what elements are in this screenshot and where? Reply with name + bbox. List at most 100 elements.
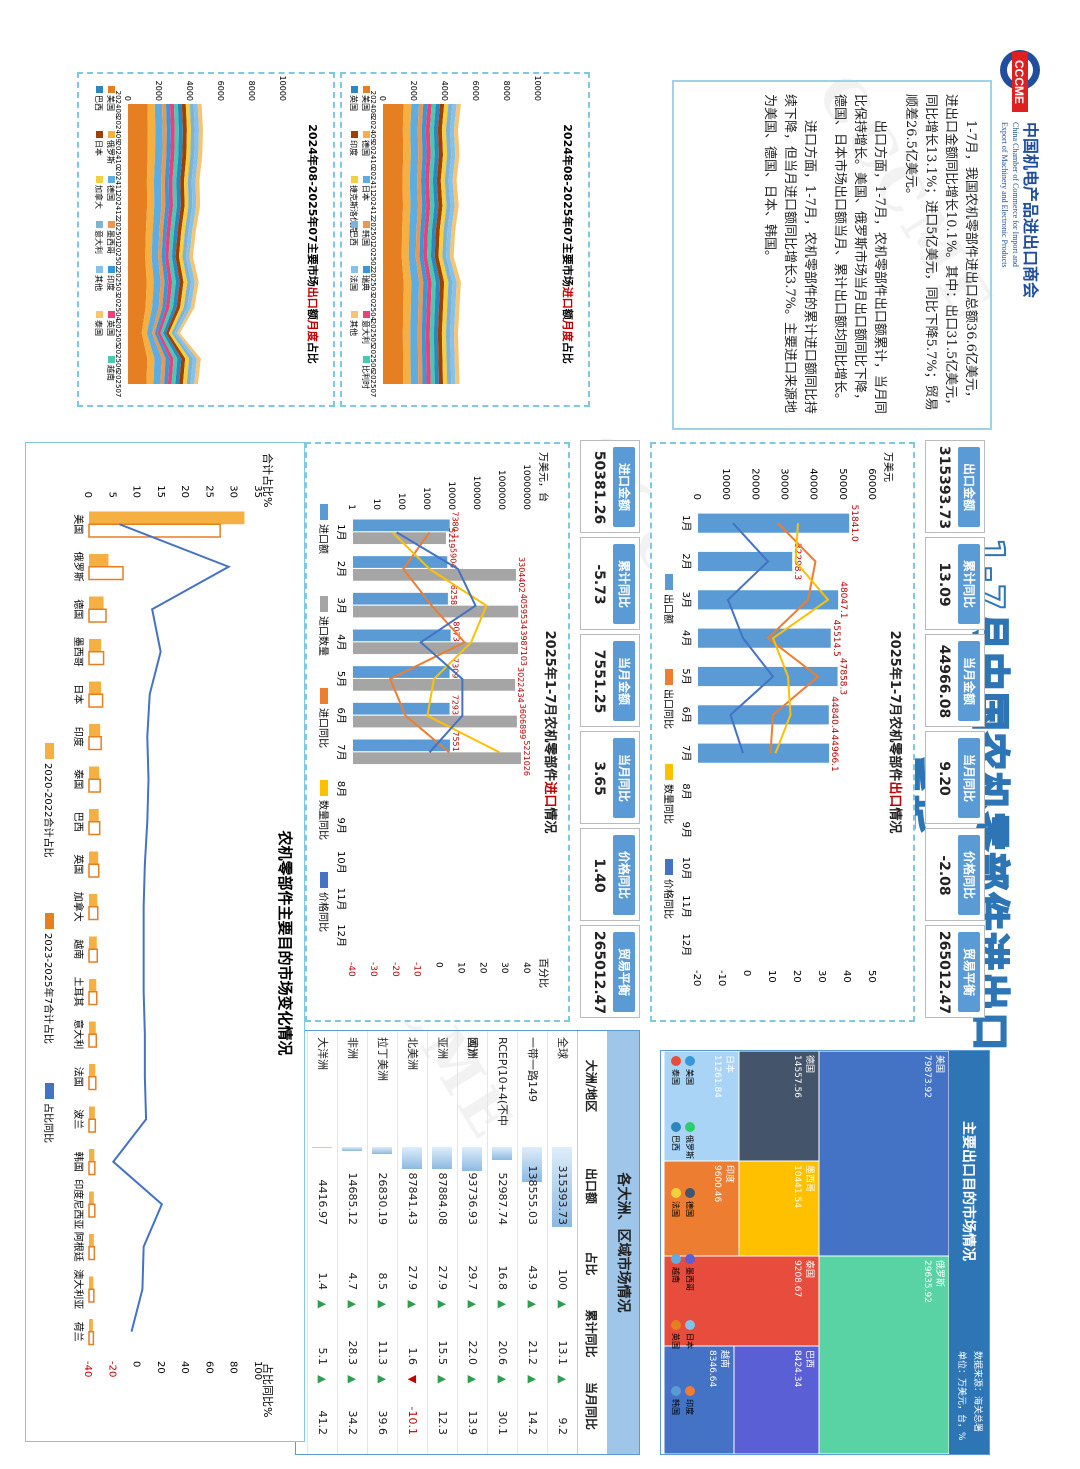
- chart-title: 2025年1-7月农机零部件出口情况: [887, 631, 903, 834]
- bar: [88, 766, 100, 780]
- table-cell: 4416.97: [308, 1141, 337, 1231]
- cell-value: 39.6: [376, 1410, 389, 1436]
- cell-value: 29.7: [466, 1265, 479, 1291]
- table-cell: ▲ 5.1: [308, 1296, 337, 1371]
- column-header: 大洲/地区: [584, 1059, 598, 1113]
- legend-label: 加拿大: [94, 185, 104, 209]
- data-label: 7293.5: [451, 695, 460, 723]
- legend-swatch: [363, 356, 370, 363]
- y-tick: 0: [691, 494, 702, 500]
- right-unit: 百分比: [537, 958, 549, 988]
- kpi-value: 7551.25: [591, 649, 607, 714]
- x-tick: 德国: [72, 599, 85, 619]
- kpi-card: 进口金额 50381.26: [580, 440, 640, 533]
- table-cell: 100: [548, 1231, 577, 1296]
- legend-label: 美国: [685, 1069, 695, 1085]
- series-line: [771, 523, 830, 754]
- legend-label: 英国: [106, 320, 116, 336]
- legend-swatch: [108, 86, 115, 93]
- series-line: [388, 531, 467, 754]
- y-tick: 10: [131, 485, 142, 498]
- y2-tick: 10: [766, 970, 777, 983]
- summary-paragraph: 进口方面，1-7月，农机零部件的累计进口额同比持续下降，但当月进口额同比增长3.…: [761, 94, 818, 414]
- bar: [88, 736, 102, 751]
- treemap-value: 10441.54: [792, 1165, 802, 1208]
- chart-title: 农机零部件主要目的市场变化情况: [276, 829, 294, 1055]
- legend-dot: [685, 1188, 695, 1198]
- summary-paragraph: 出口方面，1-7月，农机零部件出口额累计，当月同比保持增长。美国、俄罗斯市场当月…: [832, 94, 888, 414]
- area-layer: [438, 104, 449, 384]
- treemap-label: 巴西: [804, 1350, 815, 1368]
- treemap-label: 泰国: [804, 1260, 816, 1278]
- y2-tick: 30: [499, 962, 509, 974]
- legend-swatch: [45, 743, 54, 759]
- data-label: 51841.0: [849, 505, 859, 542]
- y-tick: 100: [396, 493, 406, 510]
- cell-value: 欧洲: [466, 1037, 479, 1059]
- bar: [88, 778, 101, 793]
- legend-swatch: [363, 311, 370, 318]
- area-layer: [152, 104, 167, 384]
- kpi-label: 当月同比: [958, 738, 980, 818]
- bar: [88, 596, 104, 610]
- kpi-value: 3.65: [591, 761, 607, 796]
- legend-label: 占比同比: [42, 1103, 55, 1143]
- legend-swatch: [45, 1083, 54, 1099]
- x-tick: 11月: [680, 895, 692, 918]
- area-layer: [160, 104, 179, 384]
- table-cell: ▲ 20.6: [488, 1296, 517, 1371]
- area-layer: [415, 104, 424, 384]
- x-tick: 202504: [114, 294, 122, 321]
- kpi-value: 265012.47: [591, 930, 607, 1015]
- table-row: 一带一路149 138555.03 43.9 ▲ 21.2 ▲ 14.2: [517, 1031, 547, 1454]
- cell-value: 8.5: [376, 1272, 389, 1291]
- series-line: [726, 522, 775, 754]
- kpi-value: 50381.26: [591, 450, 607, 525]
- treemap-label: 德国: [804, 1055, 816, 1073]
- y-tick: 50000: [837, 468, 848, 500]
- x-tick: 8月: [680, 783, 692, 799]
- org-name-en-2: Export of Machinery and Electronic Produ…: [1000, 122, 1009, 268]
- kpi-label: 出口金额: [958, 447, 980, 527]
- x-tick: 波兰: [72, 1109, 85, 1129]
- x-tick: 202411: [114, 167, 122, 194]
- bar: [89, 724, 101, 737]
- x-tick: 202409: [369, 116, 377, 143]
- bar: [88, 809, 99, 822]
- y2-tick: 40: [841, 970, 852, 983]
- cell-value: 21.2: [526, 1340, 539, 1366]
- cell-value: 27.9: [436, 1265, 449, 1291]
- kpi-label: 当月金额: [958, 641, 980, 721]
- legend-swatch: [363, 221, 370, 228]
- cell-value: 11.3: [376, 1340, 389, 1366]
- legend-label: 意大利: [94, 230, 104, 254]
- kpi-label: 价格同比: [958, 835, 980, 915]
- legend-swatch: [363, 131, 370, 138]
- legend-swatch: [108, 311, 115, 318]
- table-cell: ▲ 30.1: [488, 1371, 517, 1441]
- bar: [88, 1076, 97, 1091]
- treemap-value: 29635.92: [922, 1260, 932, 1303]
- legend-swatch: [96, 86, 103, 93]
- table-cell: ▲ 28.3: [338, 1296, 367, 1371]
- summary-paragraph: 1-7月，我国农机零部件进出口总额36.6亿美元，进出口金额同比增长10.1%。…: [902, 94, 978, 412]
- y-tick: 30: [228, 485, 239, 498]
- legend-label: 巴西: [349, 230, 358, 246]
- data-label: 8073.5: [452, 621, 461, 649]
- legend-label: 英国: [349, 95, 359, 111]
- table-row: 全球 315393.73 100 ▲ 13.1 ▲ 9.2: [547, 1031, 577, 1454]
- kpi-card: 价格同比 1.40: [580, 828, 640, 921]
- y2-tick: 20: [155, 1361, 166, 1374]
- table-cell: 非洲: [338, 1031, 367, 1141]
- legend-dot: [671, 1122, 681, 1132]
- legend-label: 德国: [106, 185, 116, 201]
- area-layer: [157, 104, 175, 384]
- x-tick: 202502: [369, 243, 377, 270]
- x-tick: 1月: [680, 515, 692, 531]
- left-unit: 万美元，台: [537, 452, 550, 502]
- legend-swatch: [665, 764, 673, 780]
- cell-value: 30.1: [496, 1410, 509, 1436]
- export-kpi-row: 出口金额 315393.73 累计同比 13.09 当月金额 44966.08 当月同比 9.…: [925, 440, 985, 1020]
- kpi-value: 44966.08: [936, 644, 952, 719]
- legend-swatch: [351, 176, 358, 183]
